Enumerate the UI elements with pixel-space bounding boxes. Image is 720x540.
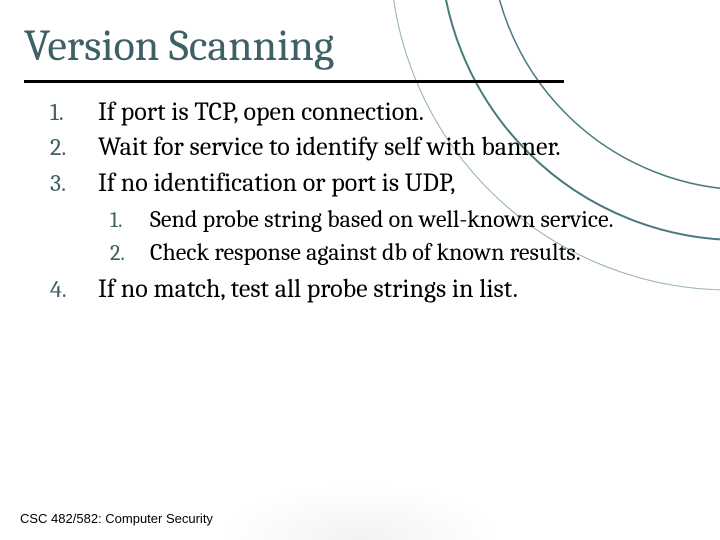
content-area: 1. If port is TCP, open connection. 2. W… xyxy=(50,96,690,309)
list-number: 1. xyxy=(50,98,98,126)
list-number: 1. xyxy=(110,207,150,233)
slide-title: Version Scanning xyxy=(24,20,334,71)
list-item: 1. Send probe string based on well-known… xyxy=(110,204,690,235)
list-number: 3. xyxy=(50,169,98,197)
slide: Version Scanning 1. If port is TCP, open… xyxy=(0,0,720,540)
list-number: 4. xyxy=(50,275,98,303)
sublist: 1. Send probe string based on well-known… xyxy=(50,204,690,267)
list-text: Wait for service to identify self with b… xyxy=(98,131,561,164)
list-item: 2. Check response against db of known re… xyxy=(110,237,690,268)
title-underline xyxy=(24,80,564,83)
footer-text: CSC 482/582: Computer Security xyxy=(20,511,213,526)
list-item: 3. If no identification or port is UDP, xyxy=(50,167,690,200)
list-text: Send probe string based on well-known se… xyxy=(150,204,614,235)
list-text: Check response against db of known resul… xyxy=(150,237,581,268)
list-item: 2. Wait for service to identify self wit… xyxy=(50,131,690,164)
list-item: 1. If port is TCP, open connection. xyxy=(50,96,690,129)
list-number: 2. xyxy=(110,240,150,266)
list-text: If no match, test all probe strings in l… xyxy=(98,273,518,306)
list-text: If no identification or port is UDP, xyxy=(98,167,455,200)
list-number: 2. xyxy=(50,133,98,161)
list-item: 4. If no match, test all probe strings i… xyxy=(50,273,690,306)
list-text: If port is TCP, open connection. xyxy=(98,96,424,129)
